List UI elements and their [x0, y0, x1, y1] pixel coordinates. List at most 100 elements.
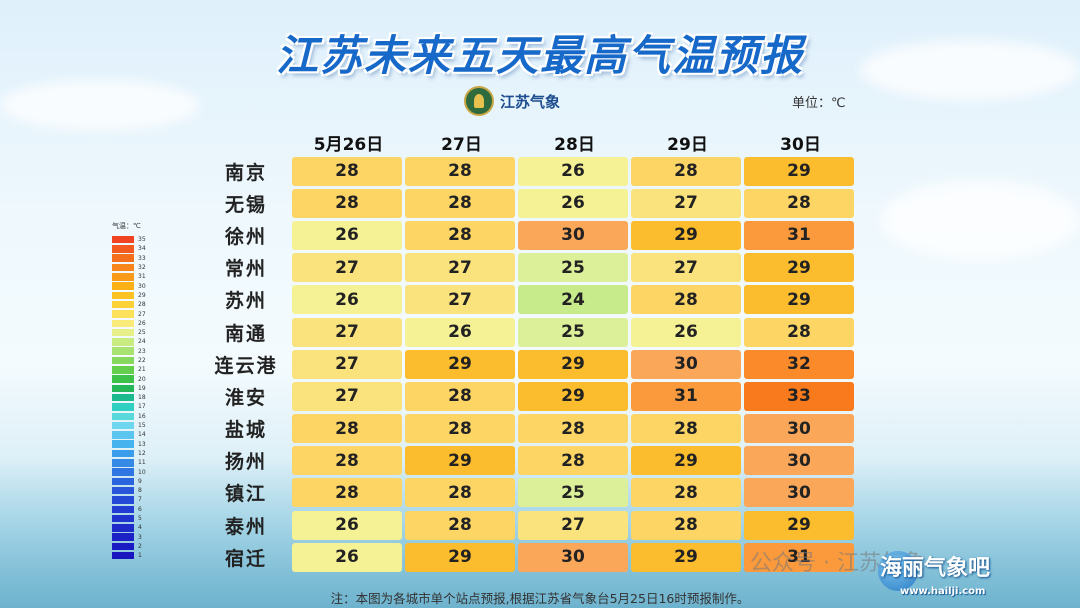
temperature-cell: 29 [631, 220, 741, 250]
temperature-cell: 27 [292, 317, 402, 347]
temperature-cell: 28 [405, 156, 515, 186]
legend-swatch [112, 347, 134, 355]
legend-swatch [112, 524, 134, 532]
legend-swatch [112, 551, 134, 560]
legend-value: 28 [138, 301, 146, 309]
legend-value: 14 [138, 431, 146, 439]
legend-entry: 16 [112, 412, 146, 421]
temperature-cell: 28 [405, 381, 515, 411]
legend-entry: 1 [112, 551, 146, 560]
legend-entry: 23 [112, 347, 146, 356]
temperature-cell: 24 [518, 285, 628, 315]
temperature-cell: 28 [405, 220, 515, 250]
temperature-cell: 29 [744, 156, 854, 186]
temperature-cell: 29 [405, 349, 515, 379]
legend-value: 22 [138, 357, 146, 364]
table-row: 徐州 26 28 30 29 31 [200, 219, 857, 251]
temperature-cell: 30 [744, 414, 854, 444]
page-title: 江苏未来五天最高气温预报 [275, 31, 804, 80]
legend-swatch [112, 496, 134, 504]
temperature-cell: 28 [631, 478, 741, 508]
legend-value: 18 [138, 394, 146, 402]
temperature-cell: 26 [292, 220, 402, 250]
column-header: 27日 [441, 135, 482, 155]
temperature-cell: 28 [631, 510, 741, 540]
legend-swatch [112, 356, 134, 365]
legend-swatch [112, 273, 134, 281]
table-row: 宿迁 26 29 30 29 31 [200, 541, 857, 573]
city-label: 泰州 [224, 515, 267, 538]
legend-entry: 5 [112, 514, 146, 523]
globe-logo-icon [878, 551, 918, 591]
legend-swatch [112, 477, 134, 486]
legend-entry: 6 [112, 505, 146, 514]
city-label: 无锡 [224, 193, 267, 216]
table-row: 淮安 27 28 29 31 33 [200, 380, 857, 412]
unit-label: 单位：℃ [792, 96, 846, 111]
legend-swatch [112, 300, 134, 309]
legend-value: 12 [138, 449, 146, 457]
temperature-cell: 31 [631, 381, 741, 411]
legend-value: 16 [138, 412, 146, 420]
temperature-cell: 28 [631, 285, 741, 315]
column-header: 28日 [554, 135, 595, 155]
legend-swatch [112, 245, 134, 253]
legend-swatch [112, 263, 134, 272]
legend-entry: 31 [112, 272, 146, 281]
watermark-url: www.hailji.com [900, 586, 986, 597]
legend-swatch [112, 486, 134, 495]
legend-swatch [112, 310, 134, 318]
legend-entry: 34 [112, 244, 146, 253]
legend-entry: 7 [112, 495, 146, 504]
legend-entry: 21 [112, 365, 146, 374]
temperature-cell: 28 [292, 414, 402, 444]
temperature-cell: 29 [405, 542, 515, 572]
legend-entry: 33 [112, 254, 146, 263]
city-label: 徐州 [224, 225, 267, 248]
temperature-cell: 28 [631, 156, 741, 186]
city-label: 扬州 [224, 451, 267, 474]
temperature-cell: 28 [292, 478, 402, 508]
legend-entry: 22 [112, 356, 146, 365]
legend-swatch [112, 291, 134, 300]
legend-entry: 30 [112, 281, 146, 290]
legend-entry: 17 [112, 402, 146, 411]
temperature-cell: 30 [631, 349, 741, 379]
table-row: 南京 28 28 26 28 29 [200, 155, 857, 187]
city-label: 苏州 [224, 290, 267, 313]
temperature-cell: 26 [292, 510, 402, 540]
legend-swatch [112, 542, 134, 551]
legend-value: 5 [138, 515, 142, 523]
temperature-cell: 28 [518, 414, 628, 444]
legend-value: 17 [138, 403, 146, 411]
temperature-cell: 29 [405, 446, 515, 476]
temperature-cell: 25 [518, 317, 628, 347]
table-row: 常州 27 27 25 27 29 [200, 252, 857, 284]
legend-value: 19 [138, 384, 146, 392]
city-label: 淮安 [224, 386, 267, 409]
legend-value: 4 [138, 524, 142, 532]
legend-entry: 19 [112, 384, 146, 393]
legend-value: 34 [138, 245, 146, 253]
legend-swatch [112, 440, 134, 448]
legend-title: 气温：℃ [112, 222, 141, 230]
legend-value: 23 [138, 347, 146, 355]
legend-swatch [112, 366, 134, 374]
temperature-cell: 31 [744, 220, 854, 250]
legend-value: 2 [138, 542, 142, 550]
legend-entry: 9 [112, 477, 146, 486]
legend-entry: 24 [112, 337, 146, 346]
legend-swatch [112, 254, 134, 262]
legend-value: 1 [138, 552, 142, 560]
temperature-cell: 29 [631, 446, 741, 476]
column-header: 29日 [667, 135, 708, 155]
footnote: 注：本图为各城市单个站点预报,根据江苏省气象台5月25日16时预报制作。 [330, 591, 750, 606]
meteorology-emblem-icon [464, 86, 494, 116]
temperature-cell: 32 [744, 349, 854, 379]
legend-swatch [112, 412, 134, 421]
temperature-cell: 28 [631, 414, 741, 444]
watermark-site: 海丽气象吧 [880, 556, 991, 581]
temperature-cell: 28 [292, 156, 402, 186]
legend-value: 6 [138, 505, 142, 513]
legend-entry: 8 [112, 486, 146, 495]
